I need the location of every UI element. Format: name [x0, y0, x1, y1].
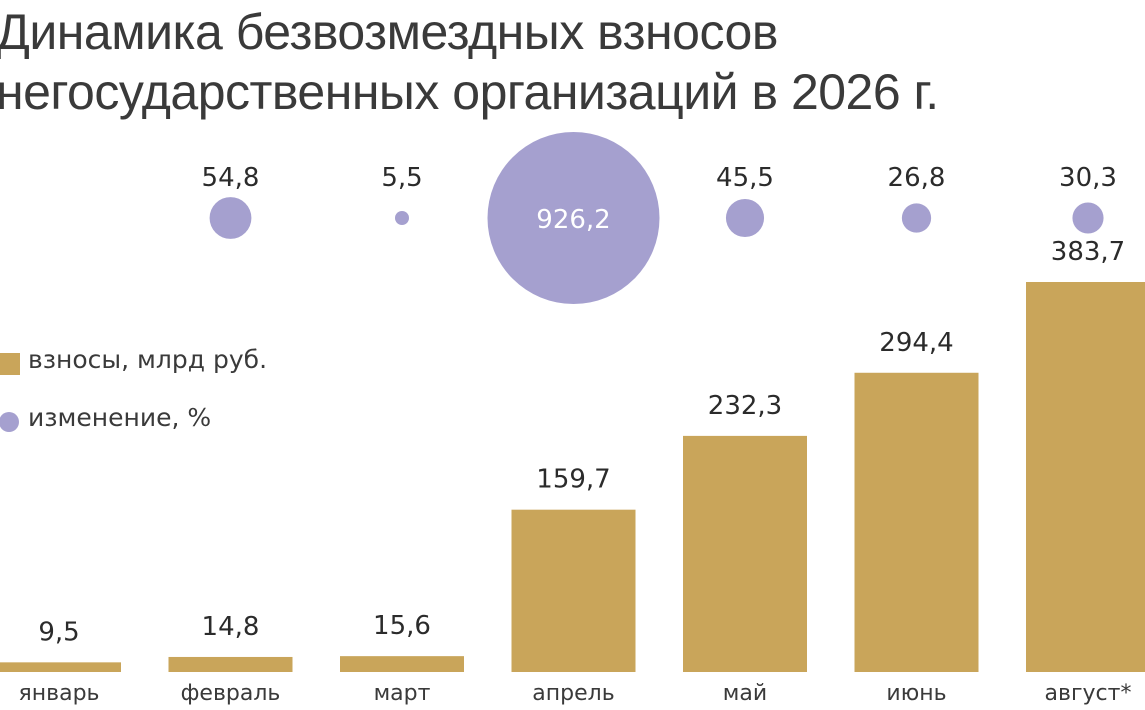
bar-value-label: 15,6: [373, 611, 431, 641]
legend-label-bars: взносы, млрд руб.: [28, 345, 268, 374]
bar-value-label: 9,5: [38, 617, 79, 647]
bar-value-label: 383,7: [1051, 237, 1125, 267]
category-label: январь: [19, 681, 100, 706]
bar: [0, 662, 121, 672]
bar: [683, 435, 807, 672]
bubble-value-label: 26,8: [888, 163, 946, 193]
bar: [511, 509, 636, 672]
category-label: август*: [1045, 681, 1132, 706]
bar: [854, 372, 979, 672]
bar-value-label: 159,7: [536, 465, 610, 495]
bubble: [209, 197, 252, 239]
bar-value-label: 14,8: [202, 612, 260, 642]
chart-title-line-2: негосударственных организаций в 2026 г.: [0, 64, 939, 120]
bubble: [725, 198, 765, 238]
bubble-value-label: 30,3: [1059, 163, 1117, 193]
bubble: [395, 211, 409, 225]
category-label: апрель: [532, 681, 614, 706]
legend-dot-bubbles: [0, 412, 19, 432]
category-label: июнь: [886, 681, 946, 706]
bubble: [487, 132, 660, 304]
bubble-value-label: 5,5: [381, 163, 422, 193]
bar: [340, 656, 464, 672]
bubble: [1072, 202, 1104, 234]
bar: [168, 656, 293, 672]
bubble-value-label: 45,5: [716, 163, 774, 193]
legend-label-bubbles: изменение, %: [28, 403, 212, 432]
legend-swatch-bars: [0, 353, 20, 375]
bar: [1026, 282, 1145, 672]
bubble-value-label: 54,8: [202, 163, 260, 193]
bubble-value-label: 926,2: [536, 205, 610, 235]
bubble: [901, 203, 932, 233]
category-label: май: [723, 681, 767, 706]
category-label: февраль: [181, 681, 281, 706]
bar-value-label: 294,4: [879, 328, 953, 358]
bar-value-label: 232,3: [708, 391, 782, 421]
chart-title-line-1: Динамика безвозмездных взносов: [0, 4, 778, 60]
chart-title: Динамика безвозмездных взносов негосудар…: [0, 2, 1136, 122]
category-label: март: [374, 681, 431, 706]
